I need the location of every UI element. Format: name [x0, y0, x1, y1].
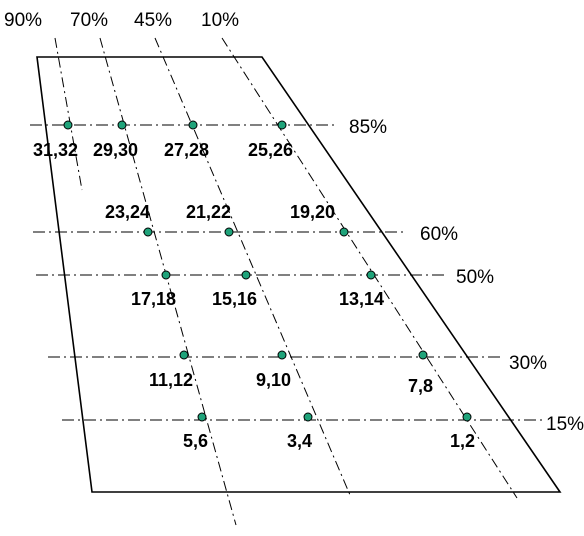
tap-17-18: [161, 270, 171, 280]
tap-23-24: [143, 227, 153, 237]
tap-label-25-26: 25,26: [248, 140, 293, 160]
chord-label-10: 10%: [201, 10, 239, 31]
chord-label-90: 90%: [4, 10, 42, 31]
span-label-60: 60%: [420, 224, 458, 245]
tap-label-19-20: 19,20: [290, 202, 335, 222]
tap-label-13-14: 13,14: [339, 289, 384, 309]
tap-1-2: [462, 412, 472, 422]
span-label-85: 85%: [349, 117, 387, 138]
chord-line-90: [54, 37, 83, 191]
tap-5-6: [197, 412, 207, 422]
span-labels: 85% 60% 50% 30% 15%: [349, 117, 584, 435]
tap-label-5-6: 5,6: [183, 431, 208, 451]
tap-21-22: [224, 227, 234, 237]
tap-29-30: [117, 120, 127, 130]
tap-label-1-2: 1,2: [450, 431, 475, 451]
tap-label-11-12: 11,12: [149, 370, 193, 390]
tap-3-4: [303, 412, 313, 422]
tap-label-21-22: 21,22: [186, 202, 231, 222]
chord-line-70: [99, 37, 237, 526]
wing-planform-outline: [36, 56, 562, 493]
tap-13-14: [366, 270, 376, 280]
pressure-taps: [63, 120, 472, 422]
chord-line-45: [154, 37, 351, 496]
tap-label-31-32: 31,32: [33, 140, 78, 160]
chord-lines: [54, 37, 518, 526]
tap-label-17-18: 17,18: [131, 289, 176, 309]
tap-9-10: [277, 350, 287, 360]
tap-label-27-28: 27,28: [164, 140, 209, 160]
tap-7-8: [418, 350, 428, 360]
tap-labels: 31,32 29,30 27,28 25,26 23,24 21,22 19,2…: [33, 140, 475, 451]
tap-label-9-10: 9,10: [256, 370, 291, 390]
chord-label-70: 70%: [70, 10, 108, 31]
tap-label-29-30: 29,30: [93, 140, 138, 160]
tap-27-28: [188, 120, 198, 130]
tap-15-16: [241, 270, 251, 280]
tap-label-3-4: 3,4: [287, 431, 312, 451]
tap-label-15-16: 15,16: [212, 289, 257, 309]
span-label-30: 30%: [509, 353, 547, 374]
span-label-50: 50%: [456, 267, 494, 288]
span-label-15: 15%: [546, 414, 584, 435]
tap-31-32: [63, 120, 73, 130]
tap-11-12: [179, 350, 189, 360]
tap-25-26: [277, 120, 287, 130]
chord-label-45: 45%: [134, 10, 172, 31]
tap-19-20: [339, 227, 349, 237]
chord-labels: 90% 70% 45% 10%: [4, 10, 239, 31]
tap-label-7-8: 7,8: [408, 376, 433, 396]
tap-label-23-24: 23,24: [105, 202, 150, 222]
